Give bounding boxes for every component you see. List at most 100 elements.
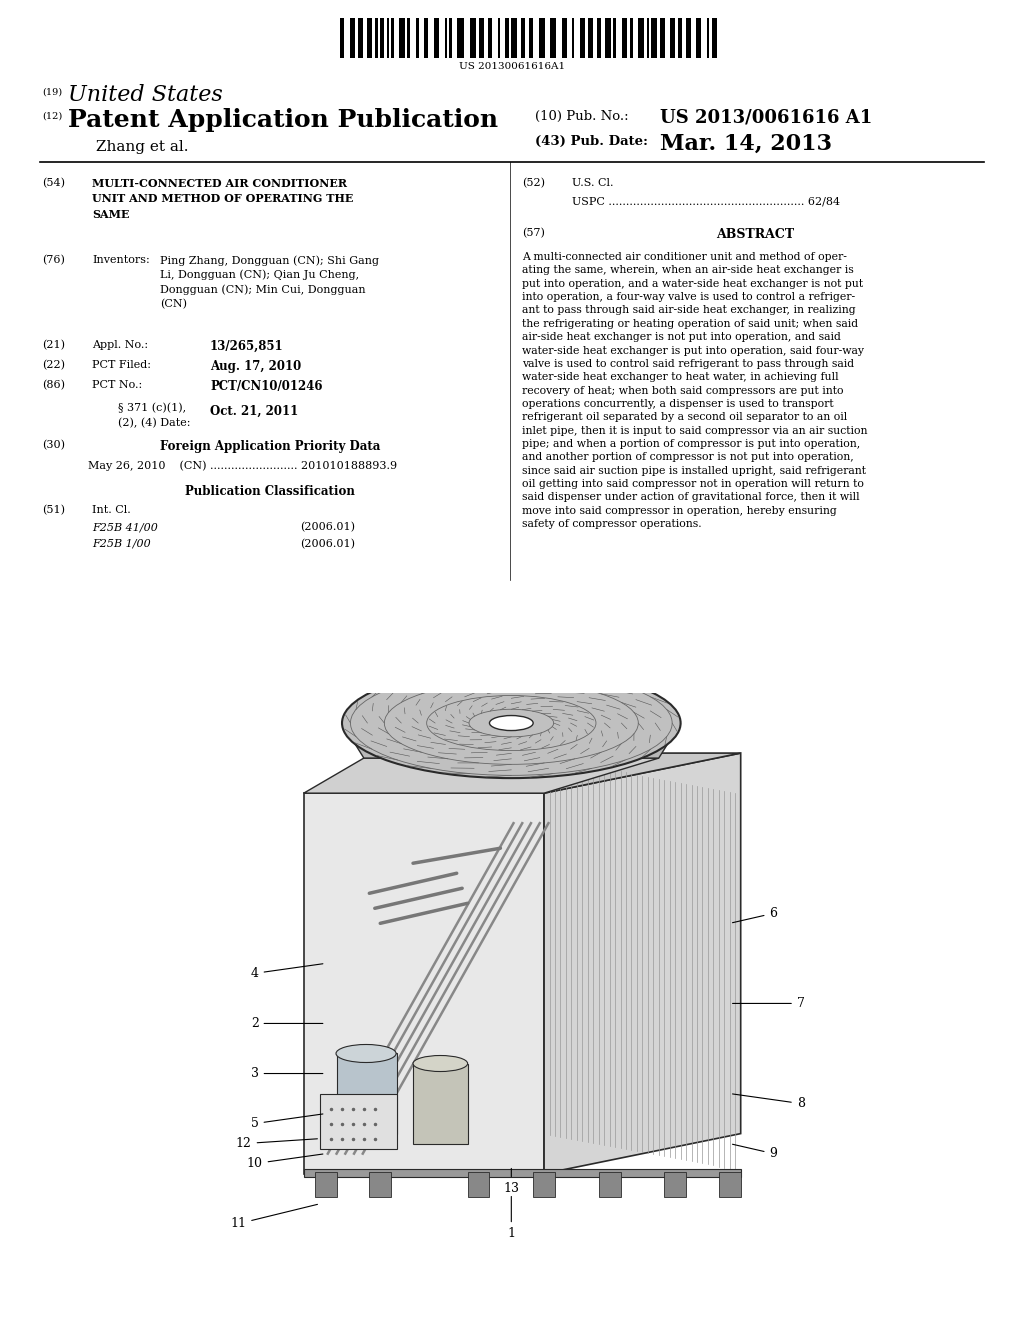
Bar <box>357 18 362 58</box>
Text: 13/265,851: 13/265,851 <box>210 341 284 352</box>
Text: PCT No.:: PCT No.: <box>92 380 142 389</box>
Bar <box>638 18 644 58</box>
Bar <box>408 18 410 58</box>
Polygon shape <box>342 723 681 758</box>
Text: (12): (12) <box>42 112 62 121</box>
Text: 5: 5 <box>251 1114 323 1130</box>
Text: (19): (19) <box>42 88 62 96</box>
Ellipse shape <box>413 1056 468 1072</box>
Bar <box>458 18 464 58</box>
Bar <box>387 18 389 58</box>
Text: ABSTRACT: ABSTRACT <box>716 228 794 242</box>
Text: (54): (54) <box>42 178 65 189</box>
Bar <box>712 18 717 58</box>
Bar <box>314 1172 337 1197</box>
Text: (76): (76) <box>42 255 65 265</box>
Text: (22): (22) <box>42 360 65 371</box>
Bar <box>550 18 556 58</box>
Bar <box>562 18 567 58</box>
Text: United States: United States <box>68 84 223 106</box>
Bar <box>505 18 509 58</box>
Bar <box>597 18 601 58</box>
Bar <box>623 18 627 58</box>
Text: 12: 12 <box>236 1137 317 1150</box>
Text: § 371 (c)(1),
(2), (4) Date:: § 371 (c)(1), (2), (4) Date: <box>118 403 190 428</box>
Bar <box>540 18 545 58</box>
Text: 9: 9 <box>732 1144 777 1160</box>
Text: Oct. 21, 2011: Oct. 21, 2011 <box>210 405 298 418</box>
Ellipse shape <box>489 715 534 730</box>
Text: 6: 6 <box>732 907 777 923</box>
Bar <box>511 18 516 58</box>
Bar <box>304 1168 740 1176</box>
Text: 1: 1 <box>507 1196 515 1241</box>
Bar <box>630 18 633 58</box>
Text: (52): (52) <box>522 178 545 189</box>
Bar <box>434 18 438 58</box>
Text: U.S. Cl.: U.S. Cl. <box>572 178 613 187</box>
Polygon shape <box>304 793 544 1173</box>
Text: 8: 8 <box>732 1094 805 1110</box>
Bar <box>321 1093 396 1148</box>
Text: (2006.01): (2006.01) <box>300 539 355 549</box>
Bar <box>416 18 419 58</box>
Text: Inventors:: Inventors: <box>92 255 150 265</box>
Text: 10: 10 <box>247 1154 323 1170</box>
Text: 2: 2 <box>251 1016 323 1030</box>
Text: 3: 3 <box>251 1067 323 1080</box>
Text: Ping Zhang, Dongguan (CN); Shi Gang
Li, Dongguan (CN); Qian Ju Cheng,
Dongguan (: Ping Zhang, Dongguan (CN); Shi Gang Li, … <box>160 255 379 310</box>
Text: (21): (21) <box>42 341 65 350</box>
Bar <box>534 1172 555 1197</box>
Text: (51): (51) <box>42 506 65 515</box>
Bar <box>665 1172 686 1197</box>
Text: Appl. No.:: Appl. No.: <box>92 341 148 350</box>
Text: 11: 11 <box>230 1204 317 1230</box>
Polygon shape <box>304 754 740 793</box>
Bar <box>613 18 616 58</box>
Bar <box>580 18 585 58</box>
Bar <box>529 18 534 58</box>
Bar <box>399 18 406 58</box>
Ellipse shape <box>336 1044 396 1063</box>
Bar <box>605 18 611 58</box>
Bar <box>707 18 709 58</box>
Text: 7: 7 <box>732 997 805 1010</box>
Polygon shape <box>544 754 740 1173</box>
Bar <box>599 1172 621 1197</box>
Text: US 20130061616A1: US 20130061616A1 <box>459 62 565 71</box>
Bar <box>686 18 691 58</box>
Text: US 2013/0061616 A1: US 2013/0061616 A1 <box>660 108 872 125</box>
Bar <box>470 18 476 58</box>
Text: 13: 13 <box>504 1168 519 1195</box>
Text: Publication Classification: Publication Classification <box>185 484 355 498</box>
Text: 4: 4 <box>251 964 323 979</box>
Bar <box>468 1172 489 1197</box>
Bar <box>647 18 649 58</box>
Bar <box>413 1064 468 1143</box>
Text: Zhang et al.: Zhang et al. <box>96 140 188 154</box>
Bar <box>719 1172 740 1197</box>
Bar <box>696 18 701 58</box>
Text: Mar. 14, 2013: Mar. 14, 2013 <box>660 133 831 154</box>
Polygon shape <box>304 758 658 793</box>
Bar <box>424 18 428 58</box>
Text: May 26, 2010    (CN) ......................... 201010188893.9: May 26, 2010 (CN) ......................… <box>88 459 397 470</box>
Text: F25B 1/00: F25B 1/00 <box>92 539 151 549</box>
Text: Aug. 17, 2010: Aug. 17, 2010 <box>210 360 301 374</box>
Bar <box>588 18 593 58</box>
Text: (2006.01): (2006.01) <box>300 521 355 532</box>
Bar <box>350 18 354 58</box>
Text: Int. Cl.: Int. Cl. <box>92 506 131 515</box>
Bar <box>376 18 379 58</box>
Text: (43) Pub. Date:: (43) Pub. Date: <box>535 135 648 148</box>
Text: F25B 41/00: F25B 41/00 <box>92 521 158 532</box>
Text: PCT/CN10/01246: PCT/CN10/01246 <box>210 380 323 393</box>
Bar <box>670 18 676 58</box>
Text: PCT Filed:: PCT Filed: <box>92 360 151 370</box>
Bar <box>571 18 573 58</box>
Text: Foreign Application Priority Data: Foreign Application Priority Data <box>160 440 380 453</box>
Bar <box>337 1053 396 1134</box>
Bar <box>391 18 394 58</box>
Bar <box>479 18 484 58</box>
Bar <box>340 18 344 58</box>
